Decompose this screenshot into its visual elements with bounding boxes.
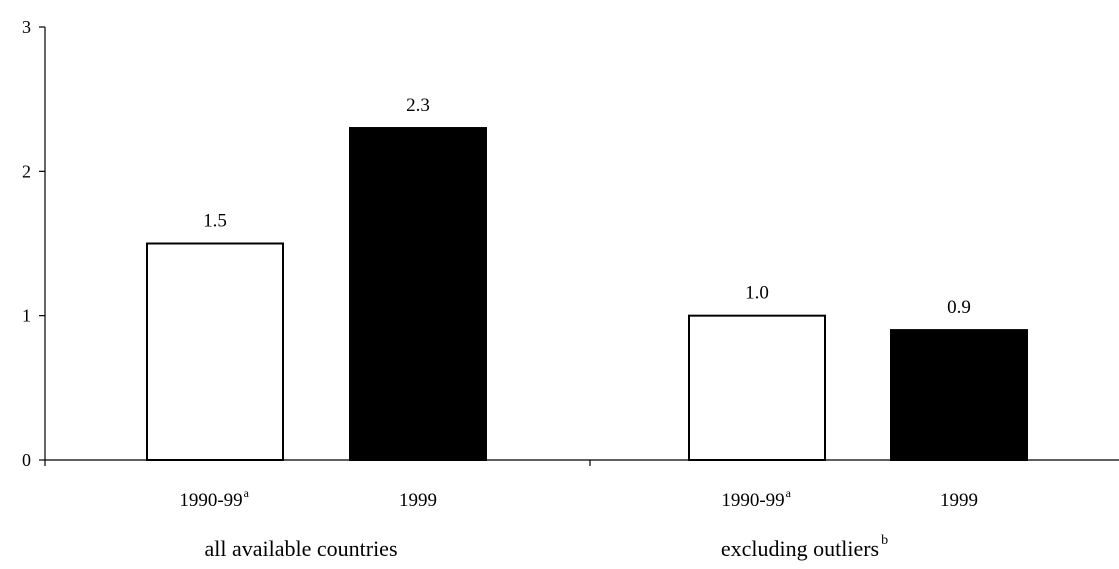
group-label-superscript: b (881, 533, 888, 548)
category-label: 1990-99 (179, 490, 242, 511)
bar (890, 329, 1028, 461)
data-label: 2.3 (406, 95, 430, 116)
bar (146, 242, 284, 461)
category-label: 1999 (940, 490, 978, 511)
data-label: 1.5 (203, 211, 227, 232)
category-label-superscript: a (786, 486, 792, 500)
data-label: 0.9 (947, 297, 971, 318)
group-label: all available countries (204, 536, 397, 561)
category-label: 1999 (399, 490, 437, 511)
category-label: 1990-99 (721, 490, 784, 511)
y-tick-label: 3 (22, 17, 31, 37)
y-tick-label: 0 (22, 450, 31, 470)
y-tick-label: 2 (22, 161, 31, 181)
bar (349, 127, 487, 462)
category-label-superscript: a (244, 486, 250, 500)
data-label: 1.0 (745, 283, 769, 304)
group-label: excluding outliers (721, 536, 879, 561)
bar (688, 314, 826, 461)
y-tick-label: 1 (22, 306, 31, 326)
